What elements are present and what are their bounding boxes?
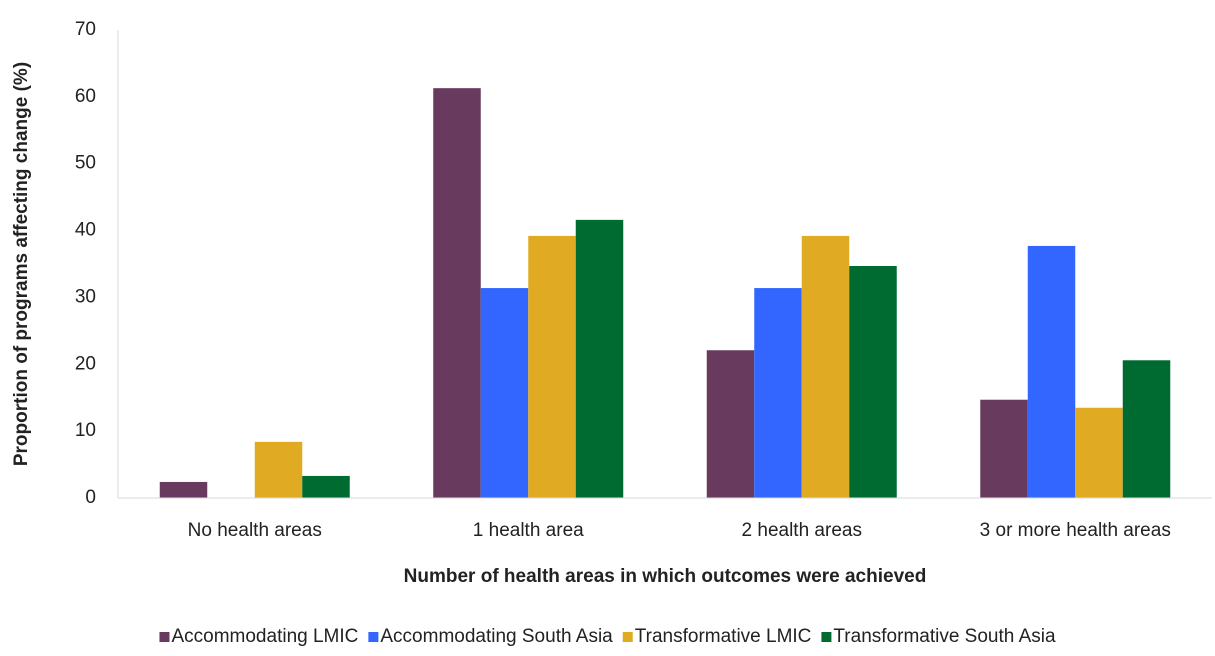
y-tick-label: 30 (75, 286, 96, 307)
y-axis-label: Proportion of programs affecting change … (11, 62, 32, 466)
x-tick-label: No health areas (188, 520, 322, 541)
y-tick-label: 70 (75, 19, 96, 40)
y-tick-label: 50 (75, 153, 96, 174)
bar (1075, 407, 1123, 498)
bar (480, 288, 529, 498)
legend-label: Accommodating South Asia (380, 626, 613, 647)
bar (980, 399, 1028, 498)
legend-swatch (159, 632, 170, 642)
legend-swatch (622, 632, 633, 642)
y-tick-label: 0 (85, 487, 96, 508)
y-tick-label: 10 (75, 420, 96, 441)
bar (706, 350, 755, 498)
bar (302, 475, 350, 498)
bar (528, 235, 576, 499)
bar (159, 481, 208, 498)
x-tick-label: 3 or more health areas (980, 520, 1171, 541)
legend-label: Transformative South Asia (833, 626, 1056, 647)
x-tick-label: 1 health area (473, 520, 584, 541)
bar (754, 288, 802, 498)
legend-label: Transformative LMIC (635, 626, 812, 647)
bar (433, 88, 481, 498)
legend-label: Accommodating LMIC (171, 626, 358, 647)
y-tick-label: 20 (75, 353, 96, 374)
bar (1027, 245, 1076, 498)
bar (254, 441, 303, 498)
bar (849, 266, 897, 498)
bar (801, 235, 850, 499)
x-tick-label: 2 health areas (742, 520, 862, 541)
legend: Accommodating LMIC Accommodating South As… (159, 626, 1056, 647)
y-tick-label: 40 (75, 220, 96, 241)
bar (1122, 360, 1171, 498)
legend-swatch (821, 632, 832, 642)
x-axis-label: Number of health areas in which outcomes… (404, 566, 927, 587)
legend-swatch (368, 632, 379, 642)
y-tick-label: 60 (75, 86, 96, 107)
bar (575, 219, 624, 499)
